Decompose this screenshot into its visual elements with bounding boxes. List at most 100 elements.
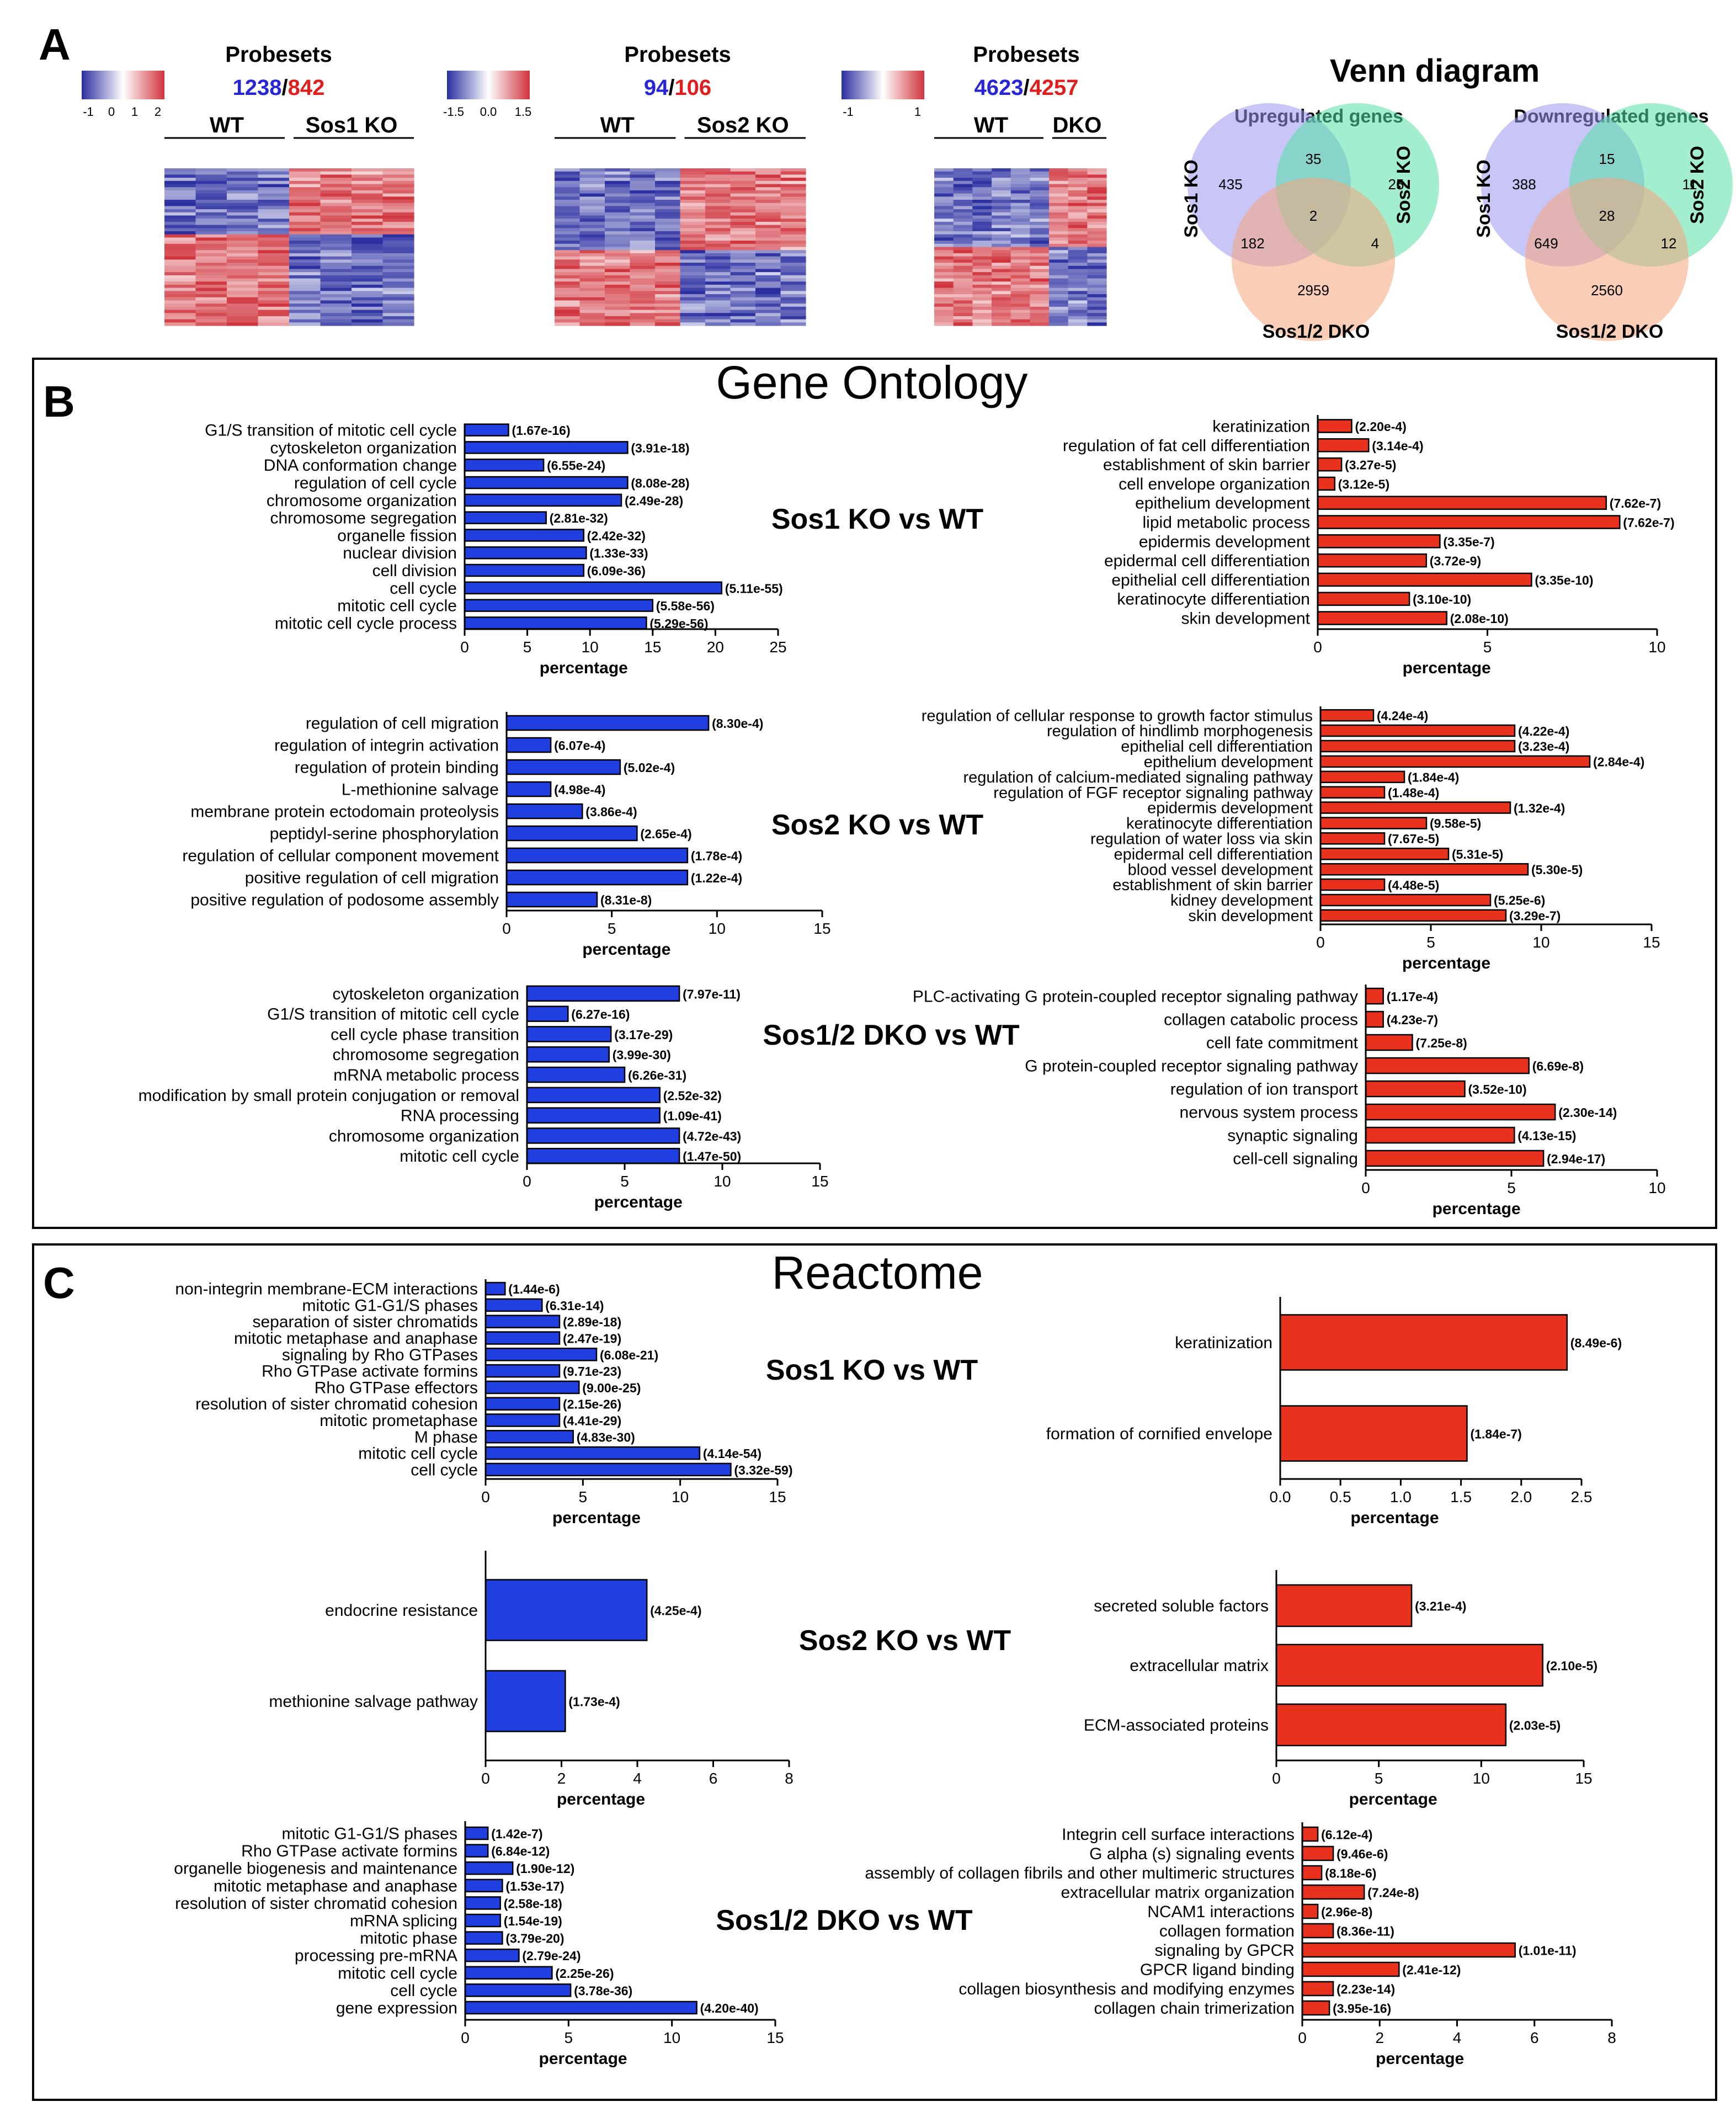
bar: [1301, 1903, 1319, 1919]
data-label: (1.84e-7): [1471, 1427, 1522, 1441]
heatmap-cell: [289, 278, 321, 282]
heatmap-cell: [352, 231, 384, 235]
heatmap-cell: [382, 265, 414, 269]
heatmap-cell: [705, 193, 731, 197]
heatmap-cell: [164, 225, 196, 228]
heatmap-cell: [630, 234, 656, 238]
venn-diagrams: Venn diagram Upregulated genesSos1 KOSos…: [1181, 53, 1733, 342]
heatmap-cell: [320, 310, 352, 313]
heatmap-cell: [755, 243, 781, 248]
heatmap-cell: [352, 294, 384, 298]
bar: [484, 1364, 561, 1378]
heatmap-cell: [555, 322, 581, 326]
chart-re_sos1_down: non-integrin membrane-ECM interactions (1…: [175, 1279, 793, 1527]
heatmap-cell: [1010, 180, 1030, 185]
heatmap-cell: [579, 200, 605, 204]
bar: [1319, 801, 1511, 814]
heatmap-cell: [655, 297, 681, 301]
heatmap-cell: [289, 174, 321, 178]
data-label: (2.47e-19): [563, 1332, 621, 1346]
heatmap-cell: [655, 187, 681, 191]
data-label: (1.54e-19): [504, 1914, 562, 1928]
heatmap-cell: [755, 174, 781, 178]
heatmap-cell: [953, 281, 973, 285]
heatmap-cell: [1068, 206, 1088, 210]
bar: [464, 1931, 503, 1945]
heatmap-cell: [227, 225, 259, 228]
heatmap-cell: [352, 241, 384, 244]
heatmap-cell: [1010, 196, 1030, 200]
heatmap-cell: [630, 168, 656, 172]
data-label: (6.07e-4): [554, 738, 605, 753]
heatmap-cell: [258, 306, 290, 311]
heatmap-cell: [680, 221, 706, 226]
category-label: Rho GTPase effectors: [315, 1379, 478, 1397]
heatmap-cell: [227, 253, 259, 257]
heatmap-cell: [1087, 212, 1107, 216]
heatmap-cell: [258, 310, 290, 313]
heatmap-cell: [972, 221, 992, 226]
heatmap-cell: [555, 300, 581, 304]
heatmap-cell: [352, 304, 384, 307]
heatmap-cell: [289, 256, 321, 260]
heatmap-cell: [382, 237, 414, 241]
x-tick-label: 10: [1473, 1770, 1490, 1787]
data-label: (8.08e-28): [631, 476, 689, 491]
heatmap-cell: [227, 231, 259, 235]
data-label: (6.84e-12): [491, 1844, 550, 1859]
heatmap-title: Probesets: [624, 42, 731, 67]
heatmap-cell: [1087, 275, 1107, 279]
bar: [526, 1046, 610, 1063]
heatmap-cell: [1030, 291, 1050, 295]
category-label: establishment of skin barrier: [1103, 456, 1310, 474]
heatmap-cell: [630, 253, 656, 257]
x-axis-label: percentage: [540, 659, 628, 677]
heatmap-cell: [258, 221, 290, 226]
chart-re_dko_down: mitotic G1-G1/S phases (1.42e-7)Rho GTPas…: [174, 1821, 784, 2068]
heatmap-cell: [1030, 316, 1050, 320]
heatmap-cell: [227, 310, 259, 313]
heatmap-cell: [605, 256, 631, 260]
heatmap-cell: [352, 187, 384, 191]
heatmap-cell: [1049, 313, 1069, 317]
bar: [1319, 770, 1405, 784]
heatmap-cell: [655, 291, 681, 295]
data-label: (2.25e-26): [555, 1966, 614, 1981]
heatmap-cell: [320, 171, 352, 175]
heatmap-cell: [953, 259, 973, 263]
heatmap-cell: [953, 228, 973, 232]
heatmap-cell: [680, 310, 706, 313]
data-label: (2.94e-17): [1547, 1152, 1605, 1166]
heatmap-cell: [579, 297, 605, 301]
heatmap-cell: [972, 209, 992, 213]
bar: [526, 1026, 612, 1042]
heatmap-cell: [972, 269, 992, 273]
data-label: (1.42e-7): [491, 1827, 542, 1841]
heatmap-cell: [258, 178, 290, 182]
panel-letter-a: A: [39, 20, 71, 69]
heatmap-cell: [705, 190, 731, 194]
heatmap-cell: [780, 250, 806, 254]
heatmap-cell: [164, 284, 196, 289]
heatmap-cell: [1068, 247, 1088, 251]
x-axis-label: percentage: [1403, 659, 1491, 677]
heatmap-cell: [579, 221, 605, 226]
bar: [526, 1107, 661, 1124]
heatmap-cell: [953, 265, 973, 269]
heatmap-cell: [680, 243, 706, 248]
heatmap-cell: [289, 259, 321, 263]
heatmap-cell: [1068, 234, 1088, 238]
heatmap-cell: [555, 269, 581, 273]
heatmap-cell: [1010, 171, 1030, 175]
heatmap-cell: [705, 291, 731, 295]
x-tick-label: 5: [565, 2029, 573, 2046]
heatmap-cell: [630, 215, 656, 219]
heatmap-cell: [579, 310, 605, 313]
heatmap-cell: [579, 272, 605, 276]
heatmap-cell: [680, 304, 706, 307]
data-label: (2.15e-26): [563, 1397, 621, 1412]
heatmap-cell: [953, 306, 973, 311]
heatmap-cell: [755, 219, 781, 222]
